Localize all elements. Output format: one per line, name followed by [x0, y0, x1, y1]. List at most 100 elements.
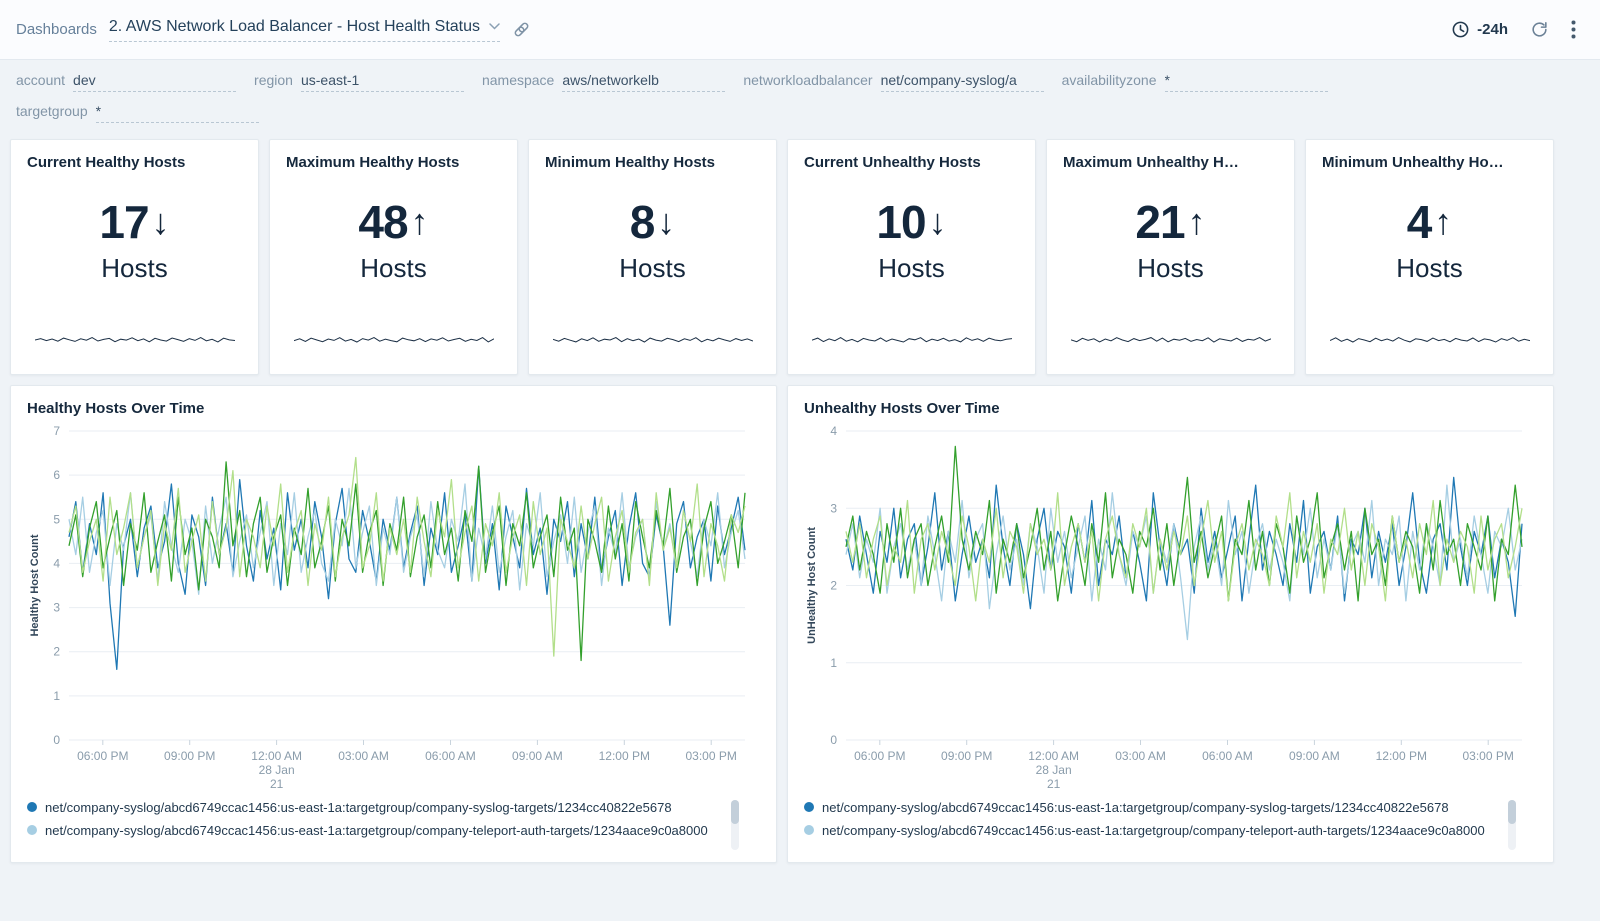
legend-item[interactable]: net/company-syslog/abcd6749ccac1456:us-e… [804, 821, 1500, 840]
dashboard-title-dropdown[interactable]: 2. AWS Network Load Balancer - Host Heal… [108, 17, 501, 42]
page-title: 2. AWS Network Load Balancer - Host Heal… [108, 17, 481, 35]
filter-networkloadbalancer-value[interactable]: net/company-syslog/a [880, 72, 1044, 92]
chart-legend: net/company-syslog/abcd6749ccac1456:us-e… [804, 798, 1516, 854]
refresh-button[interactable] [1530, 20, 1549, 39]
stat-value: 48 [358, 196, 408, 248]
stat-card-title: Maximum Unhealthy H… [1063, 154, 1239, 171]
kebab-menu-button[interactable] [1571, 20, 1576, 39]
legend-item[interactable]: net/company-syslog/abcd6749ccac1456:us-e… [27, 798, 723, 817]
svg-text:28 Jan: 28 Jan [1036, 763, 1072, 777]
stat-card-current-unhealthy: Current Unhealthy Hosts 10 ↓ Hosts [787, 139, 1036, 375]
sparkline-chart [1070, 337, 1271, 343]
legend-series-name: net/company-syslog/abcd6749ccac1456:us-e… [822, 800, 1449, 815]
stat-unit: Hosts [1396, 253, 1463, 283]
legend-series-name: net/company-syslog/abcd6749ccac1456:us-e… [822, 823, 1485, 838]
top-bar: Dashboards 2. AWS Network Load Balancer … [0, 0, 1600, 60]
svg-text:09:00 PM: 09:00 PM [164, 749, 215, 763]
filter-account: account dev [16, 72, 237, 92]
stat-unit: Hosts [619, 253, 686, 283]
trend-arrow-icon: ↓ [928, 201, 947, 242]
legend-scrollbar-thumb[interactable] [1508, 800, 1516, 824]
clock-icon [1452, 21, 1469, 38]
filter-availabilityzone-value[interactable]: * [1164, 72, 1328, 92]
breadcrumb[interactable]: Dashboards [16, 21, 97, 38]
svg-text:03:00 AM: 03:00 AM [1115, 749, 1166, 763]
legend-item[interactable]: net/company-syslog/abcd6749ccac1456:us-e… [27, 821, 723, 840]
stat-unit: Hosts [878, 253, 945, 283]
svg-text:09:00 PM: 09:00 PM [941, 749, 992, 763]
stat-card-title: Current Healthy Hosts [27, 154, 186, 171]
time-range-label: -24h [1477, 21, 1508, 38]
filter-namespace-value[interactable]: aws/networkelb [562, 72, 726, 92]
filter-label: networkloadbalancer [743, 72, 873, 88]
filter-targetgroup: targetgroup * [16, 103, 259, 123]
svg-text:03:00 AM: 03:00 AM [338, 749, 389, 763]
kebab-menu-icon [1571, 20, 1576, 39]
filter-region: region us-east-1 [254, 72, 464, 92]
charts-row: Healthy Hosts Over Time 0 1 2 3 4 5 6 7 06:00 PM… [10, 385, 1554, 863]
chart-title: Healthy Hosts Over Time [27, 400, 205, 417]
svg-text:3: 3 [53, 601, 60, 615]
sparkline-chart [34, 337, 235, 343]
stat-card-title: Minimum Healthy Hosts [545, 154, 716, 171]
stat-card-title: Current Unhealthy Hosts [804, 154, 981, 171]
svg-text:06:00 AM: 06:00 AM [425, 749, 476, 763]
filter-networkloadbalancer: networkloadbalancer net/company-syslog/a [743, 72, 1044, 92]
stat-card-max-unhealthy: Maximum Unhealthy H… 21 ↑ Hosts [1046, 139, 1295, 375]
stat-unit: Hosts [360, 253, 427, 283]
share-link-button[interactable] [512, 20, 531, 39]
legend-series-name: net/company-syslog/abcd6749ccac1456:us-e… [45, 800, 672, 815]
sparkline-chart [1329, 337, 1530, 343]
svg-text:3: 3 [830, 501, 837, 515]
svg-text:09:00 AM: 09:00 AM [1289, 749, 1340, 763]
filter-label: availabilityzone [1061, 72, 1157, 88]
chart-title: Unhealthy Hosts Over Time [804, 400, 1000, 417]
svg-text:12:00 AM: 12:00 AM [251, 749, 302, 763]
trend-arrow-icon: ↑ [1434, 201, 1453, 242]
stat-value: 17 [99, 196, 149, 248]
stat-value: 4 [1406, 196, 1433, 248]
legend-scrollbar[interactable] [1508, 800, 1516, 850]
legend-series-name: net/company-syslog/abcd6749ccac1456:us-e… [45, 823, 708, 838]
sparkline-chart [293, 337, 494, 343]
stat-card-title: Maximum Healthy Hosts [286, 154, 460, 171]
svg-text:6: 6 [53, 468, 60, 482]
svg-text:UnHealthy Host Count: UnHealthy Host Count [806, 527, 818, 644]
filter-label: namespace [481, 72, 555, 88]
stat-value: 10 [876, 196, 926, 248]
filter-namespace: namespace aws/networkelb [481, 72, 726, 92]
stat-value: 21 [1135, 196, 1185, 248]
svg-text:28 Jan: 28 Jan [259, 763, 295, 777]
legend-color-dot [804, 802, 814, 812]
legend-scrollbar[interactable] [731, 800, 739, 850]
svg-text:06:00 AM: 06:00 AM [1202, 749, 1253, 763]
chart-panel-healthy: Healthy Hosts Over Time 0 1 2 3 4 5 6 7 06:00 PM… [10, 385, 777, 863]
svg-text:4: 4 [830, 424, 837, 438]
svg-text:2: 2 [53, 645, 60, 659]
legend-item[interactable]: net/company-syslog/abcd6749ccac1456:us-e… [804, 798, 1500, 817]
sparkline-chart [811, 337, 1012, 343]
svg-text:0: 0 [830, 733, 837, 747]
stat-card-min-healthy: Minimum Healthy Hosts 8 ↓ Hosts [528, 139, 777, 375]
chart-panel-unhealthy: Unhealthy Hosts Over Time 0 1 2 3 4 06:00 PM 0… [787, 385, 1554, 863]
time-range-button[interactable]: -24h [1451, 20, 1508, 39]
stat-unit: Hosts [101, 253, 168, 283]
filter-region-value[interactable]: us-east-1 [300, 72, 464, 92]
sparkline-chart [552, 337, 753, 343]
svg-text:21: 21 [270, 777, 284, 791]
legend-scrollbar-thumb[interactable] [731, 800, 739, 824]
svg-text:1: 1 [53, 689, 60, 703]
stat-card-min-unhealthy: Minimum Unhealthy Ho… 4 ↑ Hosts [1305, 139, 1554, 375]
chevron-down-icon [489, 23, 500, 30]
stat-card-current-healthy: Current Healthy Hosts 17 ↓ Hosts [10, 139, 259, 375]
filter-targetgroup-value[interactable]: * [95, 103, 259, 123]
svg-text:12:00 AM: 12:00 AM [1028, 749, 1079, 763]
svg-text:06:00 PM: 06:00 PM [77, 749, 128, 763]
filter-account-value[interactable]: dev [73, 72, 237, 92]
svg-text:Healthy Host Count: Healthy Host Count [29, 534, 41, 636]
refresh-icon [1532, 21, 1547, 37]
trend-arrow-icon: ↑ [410, 201, 429, 242]
legend-color-dot [804, 825, 814, 835]
